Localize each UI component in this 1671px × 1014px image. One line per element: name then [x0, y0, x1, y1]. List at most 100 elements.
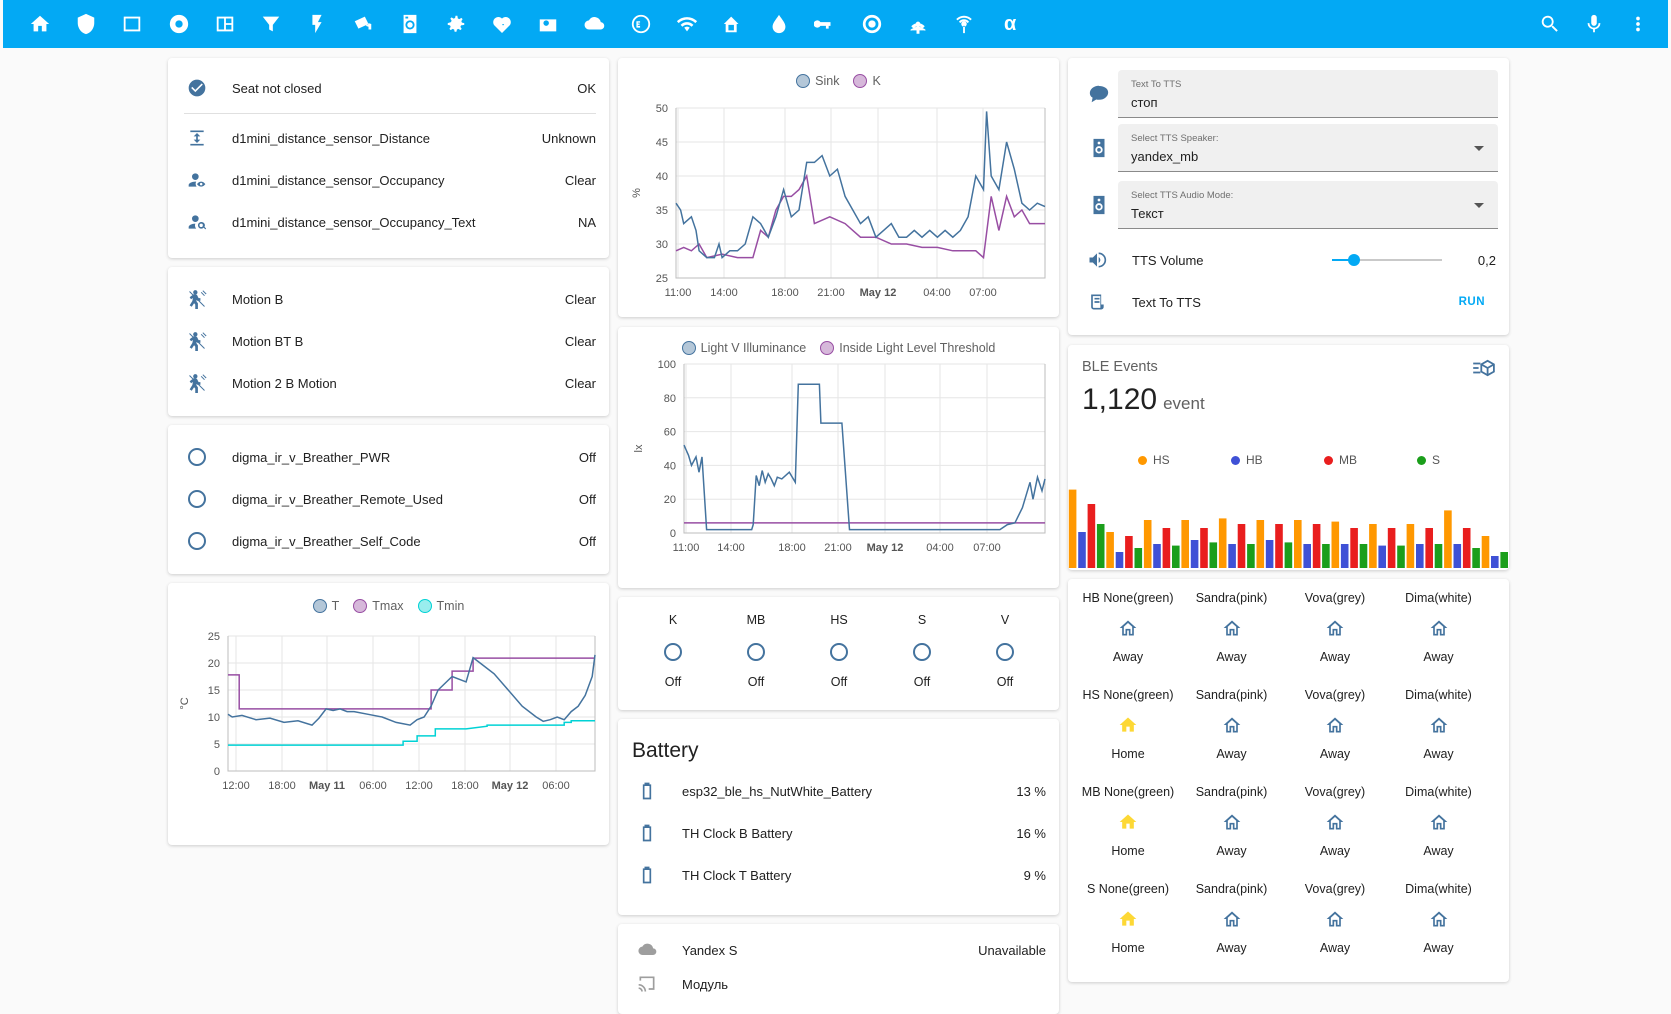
legend-item[interactable]: Sink	[796, 74, 839, 88]
person-tile[interactable]: Sandra(pink) Away	[1180, 882, 1284, 955]
person-tile[interactable]: Sandra(pink) Away	[1180, 785, 1284, 858]
toggle-item[interactable]: MB Off	[726, 613, 786, 689]
entity-row[interactable]: Motion B Clear	[168, 279, 609, 319]
ble-bar	[1369, 524, 1377, 568]
person-tile[interactable]: MB None(green) Home	[1076, 785, 1180, 858]
disc-icon[interactable]	[167, 12, 191, 36]
person-tile[interactable]: Sandra(pink) Away	[1180, 591, 1284, 664]
legend-label: T	[331, 599, 340, 613]
volume-slider[interactable]	[1332, 254, 1442, 266]
entity-row[interactable]: Yandex S Unavailable	[618, 930, 1059, 970]
chevron-down-icon[interactable]	[1474, 146, 1484, 151]
entity-row[interactable]: d1mini_distance_sensor_Occupancy_Text NA	[168, 202, 609, 242]
person-tile[interactable]: Dima(white) Away	[1387, 785, 1491, 858]
ble-legend-item[interactable]: HS	[1138, 453, 1170, 467]
toggle-item[interactable]: S Off	[892, 613, 952, 689]
person-tile[interactable]: Dima(white) Away	[1387, 688, 1491, 761]
gear-icon[interactable]	[444, 12, 468, 36]
entity-row[interactable]: Модуль	[618, 964, 1059, 1004]
shield-icon[interactable]	[74, 12, 98, 36]
legend-label: Sink	[815, 74, 840, 88]
person-tile[interactable]: Vova(grey) Away	[1283, 688, 1387, 761]
x-tick-label: 21:00	[817, 287, 845, 299]
toggle-state: Off	[913, 675, 931, 689]
entity-row[interactable]: Motion BT B Clear	[168, 321, 609, 361]
person-tile[interactable]: Dima(white) Away	[1387, 882, 1491, 955]
cloud-icon[interactable]	[582, 12, 606, 36]
ble-bar	[1143, 520, 1152, 568]
text-field[interactable]: Text To TTS стоп	[1118, 70, 1498, 118]
legend-item[interactable]: Light V Illuminance	[681, 341, 806, 355]
circle-outline-icon	[747, 643, 765, 661]
legend-item[interactable]: Tmax	[353, 599, 404, 613]
toggle-item[interactable]: HS Off	[809, 613, 869, 689]
person-tile[interactable]: Vova(grey) Away	[1283, 785, 1387, 858]
ble-legend-item[interactable]: MB	[1324, 453, 1357, 467]
flash-icon[interactable]	[305, 12, 329, 36]
y-tick-label: 35	[656, 205, 668, 217]
target-icon[interactable]	[860, 12, 884, 36]
ble-card-options-icon[interactable]	[1473, 359, 1495, 377]
ble-legend-item[interactable]: HB	[1231, 453, 1263, 467]
x-tick-label: 04:00	[923, 287, 951, 299]
x-tick-label: 06:00	[542, 780, 570, 792]
cctv-icon[interactable]	[351, 12, 375, 36]
person-state: Home	[1111, 747, 1145, 761]
washer-icon[interactable]	[398, 12, 422, 36]
square-icon[interactable]	[120, 12, 144, 36]
entity-row[interactable]: d1mini_distance_sensor_Distance Unknown	[168, 118, 609, 158]
entity-row[interactable]: esp32_ble_hs_NutWhite_Battery 13 %	[618, 771, 1059, 811]
circle-outline-icon	[830, 643, 848, 661]
entity-row[interactable]: digma_ir_v_Breather_PWR Off	[168, 437, 609, 477]
more-vertical-icon[interactable]	[1626, 12, 1650, 36]
map-icon[interactable]	[213, 12, 237, 36]
legend-swatch	[681, 341, 696, 355]
entity-row[interactable]: Seat not closed OK	[168, 68, 609, 108]
water-icon[interactable]	[767, 12, 791, 36]
home-icon[interactable]	[28, 12, 52, 36]
microphone-icon[interactable]	[1582, 12, 1606, 36]
legend-item[interactable]: K	[853, 74, 881, 88]
entity-row[interactable]: digma_ir_v_Breather_Remote_Used Off	[168, 479, 609, 519]
entity-row[interactable]: TH Clock T Battery 9 %	[618, 855, 1059, 895]
alpha-tab-label[interactable]: α	[1004, 12, 1017, 35]
run-button[interactable]: RUN	[1458, 296, 1485, 308]
speaker-icon	[1088, 137, 1110, 164]
radio-icon[interactable]	[536, 12, 560, 36]
home-outline-icon	[1222, 618, 1242, 638]
access-point-icon[interactable]	[906, 12, 930, 36]
filter-icon[interactable]	[259, 12, 283, 36]
chevron-down-icon[interactable]	[1474, 203, 1484, 208]
antenna-icon[interactable]	[952, 12, 976, 36]
person-tile[interactable]: HS None(green) Home	[1076, 688, 1180, 761]
entity-name: Motion B	[232, 291, 284, 307]
key-icon[interactable]	[813, 12, 837, 36]
ble-legend-item[interactable]: S	[1417, 453, 1440, 467]
toggle-item[interactable]: K Off	[643, 613, 703, 689]
toggle-item[interactable]: V Off	[975, 613, 1035, 689]
mode-select[interactable]: Select TTS Audio Mode: Текст	[1118, 181, 1498, 229]
speaker-select[interactable]: Select TTS Speaker: yandex_mb	[1118, 124, 1498, 172]
person-tile[interactable]: Sandra(pink) Away	[1180, 688, 1284, 761]
person-tile[interactable]: Dima(white) Away	[1387, 591, 1491, 664]
entity-state: Clear	[564, 333, 596, 349]
legend-item[interactable]: T	[312, 599, 340, 613]
house-signal-icon[interactable]	[721, 12, 745, 36]
entity-row[interactable]: d1mini_distance_sensor_Occupancy Clear	[168, 160, 609, 200]
heart-pulse-icon[interactable]	[490, 12, 514, 36]
entity-row[interactable]: TH Clock B Battery 16 %	[618, 813, 1059, 853]
legend-item[interactable]: Inside Light Level Threshold	[820, 341, 995, 355]
entity-row[interactable]: digma_ir_v_Breather_Self_Code Off	[168, 521, 609, 561]
home-outline-icon	[1325, 812, 1345, 832]
legend-item[interactable]: Tmin	[417, 599, 464, 613]
wifi-icon[interactable]	[675, 12, 699, 36]
person-tile[interactable]: Vova(grey) Away	[1283, 591, 1387, 664]
person-tile[interactable]: S None(green) Home	[1076, 882, 1180, 955]
ble-bar	[1087, 504, 1096, 568]
esp-icon[interactable]	[629, 12, 653, 36]
volume-slider-thumb[interactable]	[1348, 254, 1360, 266]
entity-row[interactable]: Motion 2 B Motion Clear	[168, 363, 609, 403]
person-tile[interactable]: Vova(grey) Away	[1283, 882, 1387, 955]
search-icon[interactable]	[1538, 12, 1562, 36]
person-tile[interactable]: HB None(green) Away	[1076, 591, 1180, 664]
